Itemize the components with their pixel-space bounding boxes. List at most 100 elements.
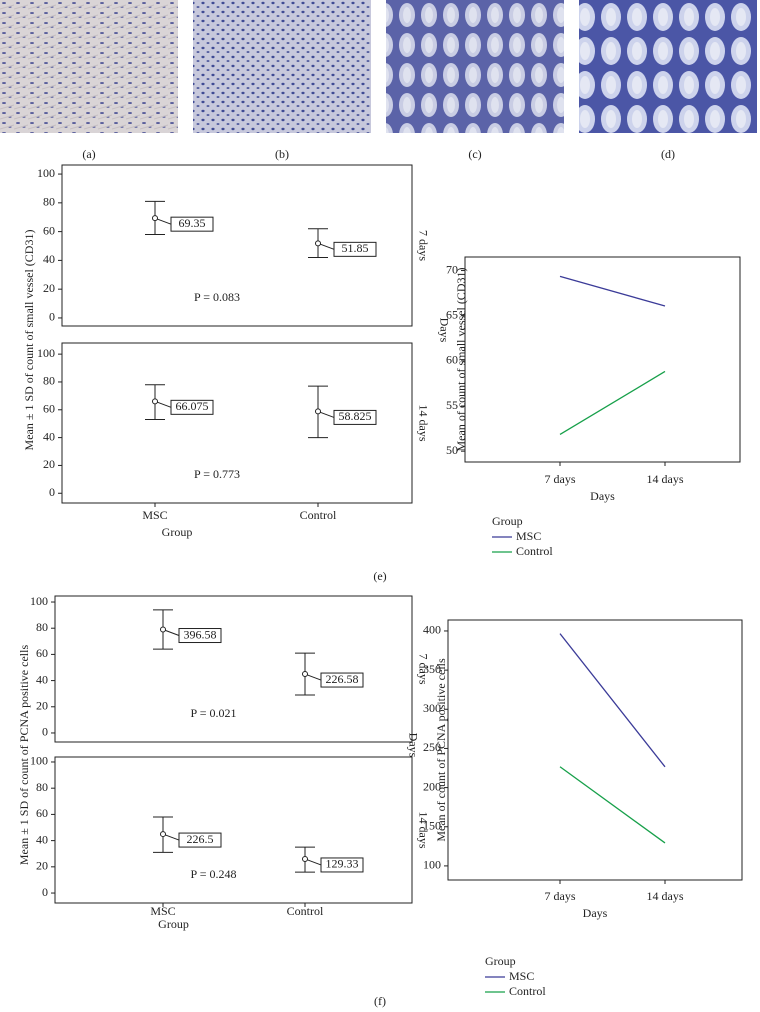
y-tick-label: 65: [446, 307, 458, 321]
x-tick-label: 7 days: [545, 472, 576, 486]
facet-label: 7 days: [416, 230, 430, 261]
y-tick-label: 0: [42, 885, 48, 899]
y-tick-label: 40: [43, 429, 55, 443]
panel-label: (f): [374, 994, 386, 1008]
facet-label: 14 days: [416, 405, 430, 442]
photo: [386, 0, 564, 133]
y-tick-label: 40: [36, 832, 48, 846]
legend-label: MSC: [516, 529, 541, 543]
y-tick-label: 20: [36, 699, 48, 713]
series-line: [559, 370, 666, 436]
y-tick-label: 60: [36, 646, 48, 660]
y-tick-label: 55: [446, 398, 458, 412]
y-tick-label: 400: [423, 623, 441, 637]
y-tick-label: 40: [43, 252, 55, 266]
photo: [0, 0, 178, 133]
data-label: 69.35: [179, 216, 206, 230]
facet-label: 7 days: [416, 654, 430, 685]
caption: (c): [468, 147, 481, 161]
y-tick-label: 100: [30, 754, 48, 768]
y-tick-label: 0: [42, 725, 48, 739]
y-tick-label: 100: [423, 858, 441, 872]
plot-frame: [61, 164, 413, 327]
p-value: P = 0.248: [191, 867, 237, 881]
series-line: [559, 275, 666, 307]
y-tick-label: 20: [36, 859, 48, 873]
y-tick-label: 200: [423, 779, 441, 793]
y-tick-label: 80: [43, 374, 55, 388]
y-tick-label: 100: [37, 166, 55, 180]
legend-label: Control: [509, 984, 546, 998]
facet-title: Days: [437, 318, 451, 343]
data-label: 51.85: [342, 241, 369, 255]
mean-point: [302, 855, 308, 862]
y-axis-label: Mean of count of small vessel (CD31): [454, 268, 468, 452]
mean-point: [302, 671, 308, 678]
x-tick-label: MSC: [142, 508, 167, 522]
y-tick-label: 60: [43, 223, 55, 237]
data-label: 58.825: [339, 409, 372, 423]
data-label: 129.33: [326, 857, 359, 871]
x-axis-label: Group: [162, 525, 193, 539]
y-tick-label: 60: [43, 402, 55, 416]
label-box: [170, 216, 214, 232]
x-tick-label: Control: [287, 904, 324, 918]
y-tick-label: 300: [423, 701, 441, 715]
plot-frame: [61, 342, 413, 504]
y-tick-label: 80: [43, 195, 55, 209]
facet-label: 14 days: [416, 812, 430, 849]
y-tick-label: 100: [37, 346, 55, 360]
label-box: [333, 241, 377, 257]
x-axis-label: Group: [158, 917, 189, 931]
label-box: [178, 832, 222, 848]
y-tick-label: 20: [43, 281, 55, 295]
label-box: [320, 857, 364, 873]
x-axis-label: Days: [583, 906, 608, 920]
caption: (a): [82, 147, 95, 161]
data-label: 226.5: [187, 832, 214, 846]
panel-label: (e): [373, 569, 386, 583]
mean-point: [160, 831, 166, 838]
caption: (d): [661, 147, 675, 161]
x-tick-label: 14 days: [647, 889, 684, 903]
y-axis-label: Mean ± 1 SD of count of small vessel (CD…: [22, 230, 36, 451]
plot-frame: [464, 256, 741, 463]
y-tick-label: 100: [30, 594, 48, 608]
y-tick-label: 350: [423, 662, 441, 676]
photo: [579, 0, 757, 133]
series-line: [559, 633, 666, 768]
mean-point: [152, 398, 158, 405]
x-tick-label: Control: [300, 508, 337, 522]
label-box: [178, 628, 222, 644]
mean-point: [152, 215, 158, 222]
x-tick-label: MSC: [150, 904, 175, 918]
p-value: P = 0.021: [191, 706, 237, 720]
y-tick-label: 80: [36, 780, 48, 794]
legend-label: MSC: [509, 969, 534, 983]
y-axis-label: Mean ± 1 SD of count of PCNA positive ce…: [17, 645, 31, 866]
y-tick-label: 50: [446, 443, 458, 457]
caption: (b): [275, 147, 289, 161]
y-tick-label: 20: [43, 457, 55, 471]
label-box: [170, 399, 214, 415]
series-line: [559, 766, 666, 844]
y-tick-label: 250: [423, 740, 441, 754]
p-value: P = 0.773: [194, 467, 240, 481]
x-tick-label: 14 days: [647, 472, 684, 486]
p-value: P = 0.083: [194, 290, 240, 304]
x-tick-label: 7 days: [545, 889, 576, 903]
legend-label: Control: [516, 544, 553, 558]
plot-frame: [54, 756, 413, 904]
plot-frame: [447, 619, 743, 881]
data-label: 226.58: [326, 672, 359, 686]
facet-title: Days: [406, 733, 420, 758]
data-label: 396.58: [184, 627, 217, 641]
mean-point: [315, 408, 321, 415]
data-label: 66.075: [176, 399, 209, 413]
legend-title: Group: [485, 954, 516, 968]
y-tick-label: 40: [36, 672, 48, 686]
plot-frame: [54, 595, 413, 743]
label-box: [333, 409, 377, 425]
